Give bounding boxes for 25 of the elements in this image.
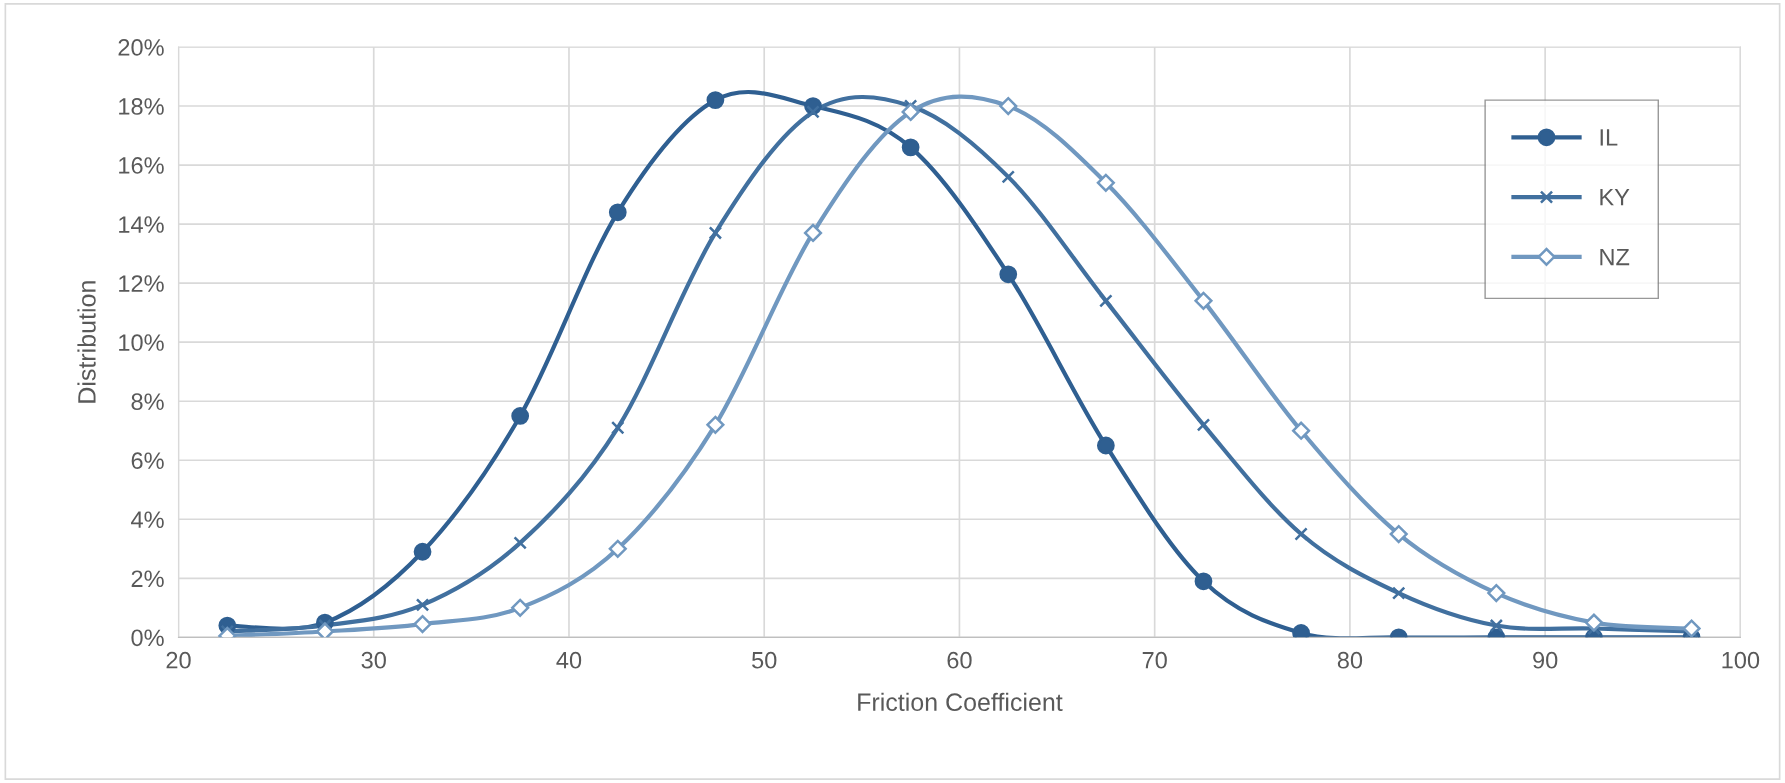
x-tick-label: 50 — [752, 651, 777, 669]
x-axis-title: Friction Coefficient — [858, 692, 1063, 712]
x-tick-label: 90 — [1533, 651, 1558, 669]
y-tick-label: 16% — [119, 157, 164, 174]
y-tick-label: 8% — [131, 393, 164, 410]
x-tick-label: 40 — [556, 651, 582, 669]
y-tick-label: 4% — [131, 511, 164, 528]
y-axis-title: Distribution — [77, 281, 96, 403]
y-tick-label: 6% — [131, 452, 164, 470]
y-tick-label: 20% — [118, 39, 164, 56]
y-tick-label: 2% — [131, 570, 164, 588]
x-tick-label: 70 — [1142, 651, 1167, 669]
x-tick-label: 30 — [361, 651, 386, 669]
legend-label: IL — [1600, 129, 1618, 146]
legend-label: KY — [1600, 189, 1630, 206]
x-tick-label: 80 — [1337, 651, 1363, 669]
x-tick-label: 20 — [166, 651, 191, 669]
y-tick-label: 10% — [119, 334, 164, 351]
y-tick-label: 18% — [119, 98, 164, 115]
y-tick-label: 12% — [119, 275, 164, 292]
x-tick-label: 60 — [947, 651, 972, 669]
x-tick-label: 100 — [1722, 651, 1760, 669]
y-tick-label: 0% — [131, 629, 164, 647]
y-tick-label: 14% — [119, 216, 164, 233]
legend-label: NZ — [1600, 248, 1630, 266]
